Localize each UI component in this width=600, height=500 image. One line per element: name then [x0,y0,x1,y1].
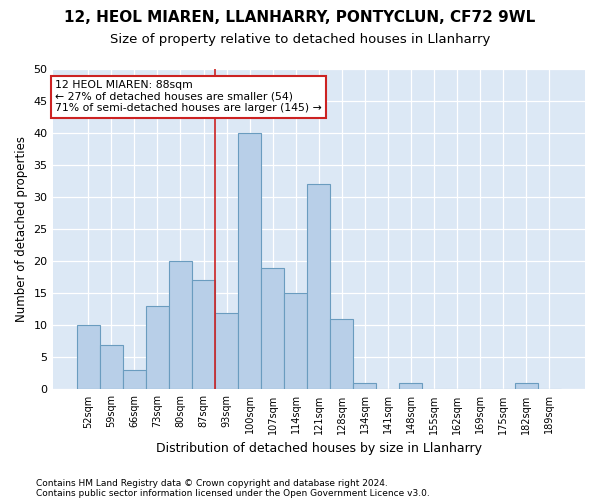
X-axis label: Distribution of detached houses by size in Llanharry: Distribution of detached houses by size … [156,442,482,455]
Text: Contains HM Land Registry data © Crown copyright and database right 2024.: Contains HM Land Registry data © Crown c… [36,478,388,488]
Text: 12, HEOL MIAREN, LLANHARRY, PONTYCLUN, CF72 9WL: 12, HEOL MIAREN, LLANHARRY, PONTYCLUN, C… [64,10,536,25]
Bar [515,383,538,390]
Bar [261,268,284,390]
Bar [307,184,330,390]
Bar [169,262,192,390]
Y-axis label: Number of detached properties: Number of detached properties [15,136,28,322]
Text: Contains public sector information licensed under the Open Government Licence v3: Contains public sector information licen… [36,488,430,498]
Bar [100,344,123,390]
Bar [192,280,215,390]
Bar [353,383,376,390]
Bar [330,319,353,390]
Text: 12 HEOL MIAREN: 88sqm
← 27% of detached houses are smaller (54)
71% of semi-deta: 12 HEOL MIAREN: 88sqm ← 27% of detached … [55,80,322,114]
Bar [215,312,238,390]
Bar [146,306,169,390]
Bar [284,294,307,390]
Bar [123,370,146,390]
Text: Size of property relative to detached houses in Llanharry: Size of property relative to detached ho… [110,32,490,46]
Bar [238,133,261,390]
Bar [77,326,100,390]
Bar [400,383,422,390]
